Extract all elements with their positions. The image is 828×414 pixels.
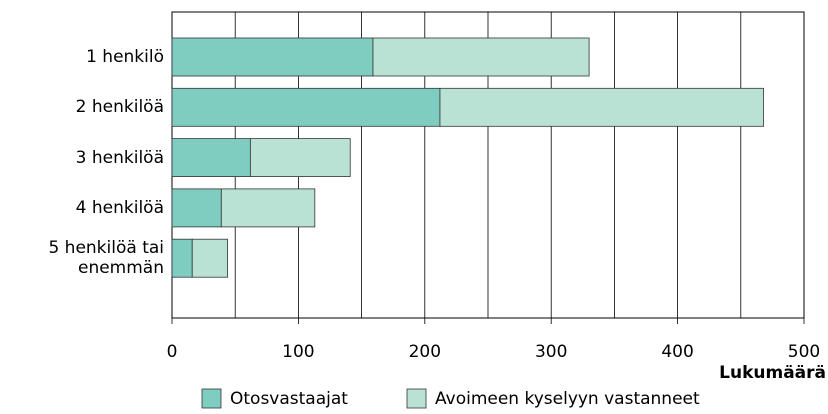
y-tick-label: 5 henkilöä tai enemmän [48, 238, 164, 279]
bar-segment [249, 138, 351, 178]
x-tick-label: 200 [409, 342, 441, 362]
bar-segment [171, 188, 222, 228]
x-tick-label: 400 [661, 342, 693, 362]
legend-swatch [406, 388, 427, 409]
bar-segment [171, 138, 251, 178]
bar-segment [171, 37, 374, 77]
bar-segment [191, 238, 229, 278]
bar-segment [171, 238, 193, 278]
x-tick-label: 500 [788, 342, 820, 362]
legend-label: Avoimeen kyselyyn vastanneet [435, 389, 700, 409]
x-tick-label: 100 [282, 342, 314, 362]
y-tick-label: 1 henkilö [86, 47, 164, 67]
legend-label: Otosvastaajat [230, 389, 348, 409]
bar-segment [439, 87, 764, 127]
bar-segment [220, 188, 316, 228]
y-tick-label: 2 henkilöä [75, 97, 164, 118]
legend-swatch [201, 388, 222, 409]
bar-segment [372, 37, 590, 77]
x-tick-label: 300 [535, 342, 567, 362]
x-tick-label: 0 [167, 342, 178, 362]
bar-segment [171, 87, 441, 127]
y-tick-label: 3 henkilöä [75, 147, 164, 168]
x-axis-label: Lukumäärä [719, 363, 826, 383]
y-tick-label: 4 henkilöä [75, 197, 164, 218]
